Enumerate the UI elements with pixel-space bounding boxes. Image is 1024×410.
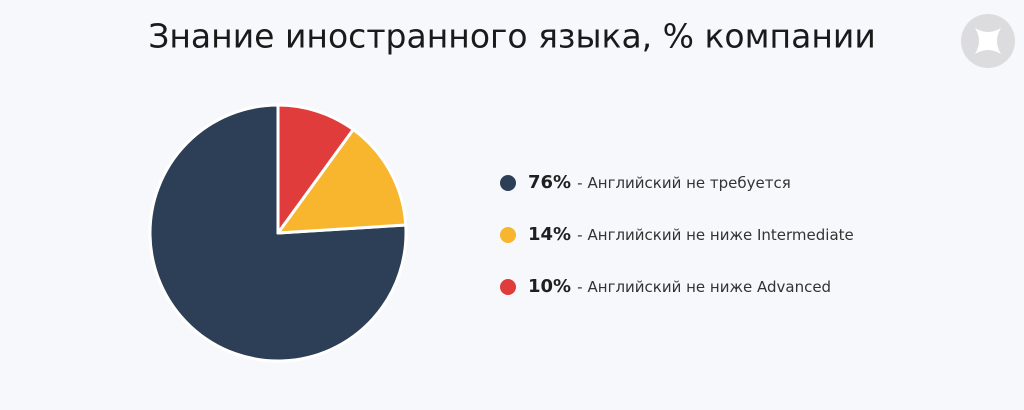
legend-label: Английский не ниже Advanced bbox=[588, 278, 832, 296]
legend-separator: - bbox=[577, 174, 582, 192]
legend-entry: 76% - Английский не требуется bbox=[528, 172, 791, 193]
logo bbox=[961, 14, 1015, 68]
legend-value-label: 14% bbox=[528, 224, 571, 245]
pie-slice bbox=[276, 103, 355, 235]
chart-title: Знание иностранного языка, % компании bbox=[148, 17, 876, 56]
legend-marker bbox=[500, 279, 516, 295]
pie bbox=[148, 103, 408, 363]
legend-value-label: 10% bbox=[528, 276, 571, 297]
legend-entry: 14% - Английский не ниже Intermediate bbox=[528, 224, 854, 245]
legend-marker bbox=[500, 175, 516, 191]
legend-label: Английский не ниже Intermediate bbox=[588, 226, 854, 244]
legend-value-label: 76% bbox=[528, 172, 571, 193]
legend-marker bbox=[500, 227, 516, 243]
legend-label: Английский не требуется bbox=[588, 174, 791, 192]
pie-slice bbox=[276, 127, 408, 235]
legend-separator: - bbox=[577, 278, 582, 296]
pie-slice bbox=[148, 103, 408, 363]
legend-entry: 10% - Английский не ниже Advanced bbox=[528, 276, 831, 297]
legend-separator: - bbox=[577, 226, 582, 244]
